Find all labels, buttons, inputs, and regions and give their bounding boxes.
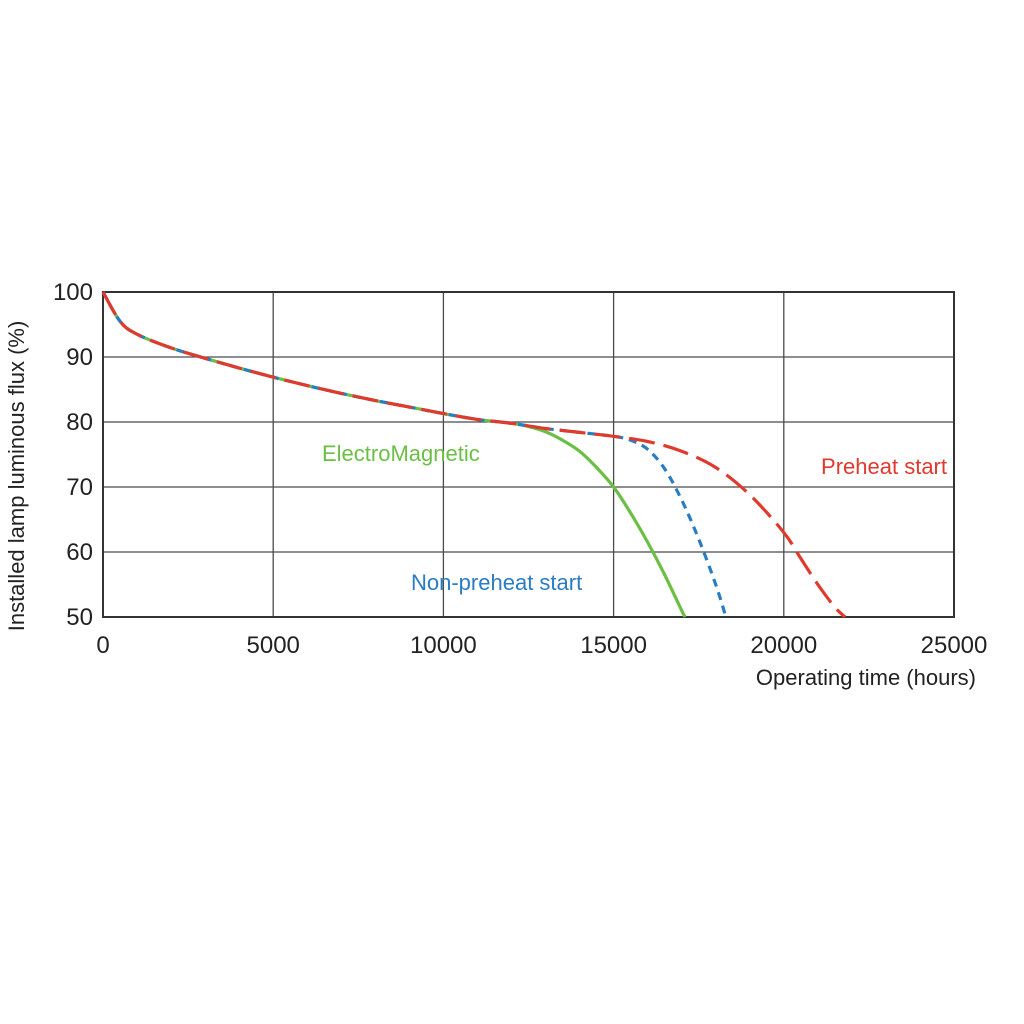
x-tick-label: 0	[96, 632, 109, 659]
tick-labels: 0 5000 10000 15000 20000 25000 50 60 70 80 90 100	[53, 279, 987, 659]
y-tick-label: 80	[66, 409, 93, 436]
plot-frame	[102, 291, 955, 618]
series-label-electromagnetic: ElectroMagnetic	[322, 441, 480, 466]
x-tick-label: 10000	[410, 632, 477, 659]
x-tick-label: 5000	[247, 632, 300, 659]
series-layer	[101, 291, 847, 619]
y-tick-label: 90	[66, 344, 93, 371]
x-tick-label: 25000	[921, 632, 988, 659]
y-tick-label: 100	[53, 279, 93, 306]
series-label-non-preheat-start: Non-preheat start	[411, 570, 582, 595]
series-line-preheat-start	[101, 291, 847, 619]
y-axis-label: Installed lamp luminous flux (%)	[4, 321, 29, 632]
y-tick-label: 50	[66, 604, 93, 631]
y-tick-label: 70	[66, 474, 93, 501]
y-tick-label: 60	[66, 539, 93, 566]
series-label-preheat-start: Preheat start	[821, 454, 947, 479]
x-tick-label: 15000	[580, 632, 647, 659]
x-tick-label: 20000	[750, 632, 817, 659]
x-axis-label: Operating time (hours)	[756, 665, 976, 690]
series-line-non-preheat-start	[101, 291, 728, 618]
series-labels: ElectroMagnetic Non-preheat start Prehea…	[322, 441, 947, 595]
